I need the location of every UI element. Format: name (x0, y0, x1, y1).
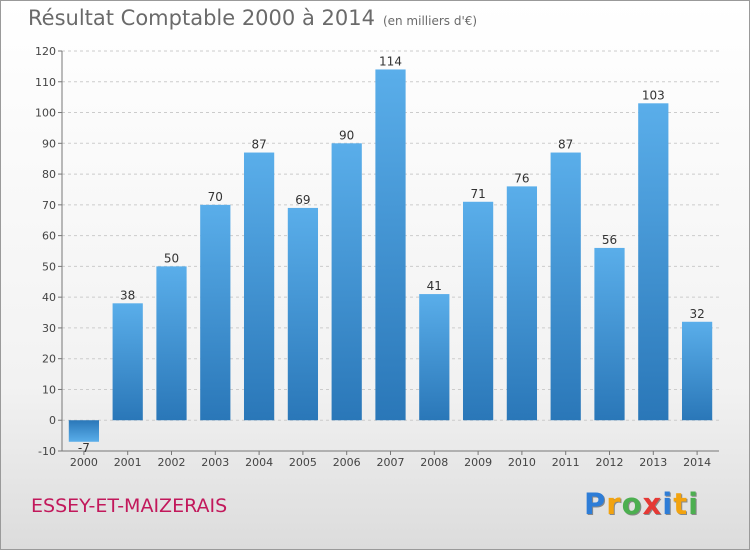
commune-name: ESSEY-ET-MAIZERAIS (31, 495, 228, 517)
bar-2008 (419, 294, 450, 421)
x-tick-label: 2007 (377, 456, 405, 469)
x-tick-label: 2002 (158, 456, 186, 469)
y-tick-label: 120 (35, 45, 56, 58)
data-label-2011: 87 (558, 138, 573, 152)
x-tick-label: 2001 (114, 456, 142, 469)
logo-letter: r (606, 487, 622, 521)
data-labels: -7 38 50 70 87 69 90 114 41 71 76 87 56 103 32 (78, 54, 705, 454)
data-label-2007: 114 (379, 54, 402, 68)
x-tick-label: 2012 (596, 456, 624, 469)
logo-letter: P (584, 487, 607, 521)
logo-letter: i (688, 487, 700, 521)
x-tick-label: 2010 (508, 456, 536, 469)
data-label-2014: 32 (689, 307, 704, 321)
bar-2000 (68, 420, 100, 442)
bar-2013 (638, 103, 669, 421)
bar-2003 (200, 204, 231, 421)
data-label-2010: 76 (514, 171, 529, 185)
data-label-2000: -7 (78, 441, 90, 455)
data-label-2006: 90 (339, 128, 354, 142)
x-tick-label: 2013 (639, 456, 667, 469)
y-tick-label: 10 (42, 383, 56, 396)
bar-2012 (594, 247, 625, 421)
logo-letter: x (642, 487, 663, 521)
logo-letter: t (673, 487, 689, 521)
x-tick-label: 2011 (552, 456, 580, 469)
y-tick-label: 70 (42, 199, 56, 212)
data-label-2002: 50 (164, 251, 179, 265)
data-label-2003: 70 (208, 190, 223, 204)
y-tick-label: 40 (42, 291, 56, 304)
x-tick-label: 2008 (420, 456, 448, 469)
x-tick-label: 2009 (464, 456, 492, 469)
bar-2014 (681, 321, 713, 421)
logo-letter: i (662, 487, 674, 521)
y-tick-label: 60 (42, 230, 56, 243)
bar-2006 (331, 143, 362, 421)
bar-2005 (287, 207, 319, 421)
y-tick-label: 110 (35, 76, 56, 89)
x-tick-label: 2006 (333, 456, 361, 469)
logo-letter: o (621, 487, 643, 521)
x-tick-label: 2003 (201, 456, 229, 469)
data-label-2005: 69 (295, 193, 310, 207)
y-tick-label: 20 (42, 353, 56, 366)
y-tick-label: -10 (38, 445, 56, 458)
bar-2010 (506, 186, 538, 421)
x-tick-label: 2005 (289, 456, 317, 469)
bar-2007 (375, 69, 406, 421)
x-tick-label: 2014 (683, 456, 711, 469)
bars (68, 69, 713, 442)
data-label-2001: 38 (120, 288, 135, 302)
x-tick-label: 2000 (70, 456, 98, 469)
x-tick-label: 2004 (245, 456, 273, 469)
chart-title: Résultat Comptable 2000 à 2014 (en millie… (28, 6, 477, 30)
data-label-2004: 87 (251, 138, 266, 152)
chart-title-text: Résultat Comptable 2000 à 2014 (28, 6, 375, 30)
y-tick-label: 100 (35, 107, 56, 120)
y-tick-label: 0 (49, 414, 56, 427)
data-label-2009: 71 (470, 187, 485, 201)
y-tick-label: 30 (42, 322, 56, 335)
bar-2009 (462, 201, 494, 421)
proxiti-logo[interactable]: Proxiti (584, 487, 699, 521)
chart-subtitle: (en milliers d'€) (382, 14, 478, 28)
axes: -10 0 10 20 30 40 50 60 70 80 90 100 110 120 2000 2001 2… (35, 45, 719, 469)
data-label-2013: 103 (642, 88, 665, 102)
y-tick-label: 90 (42, 137, 56, 150)
data-label-2012: 56 (602, 233, 617, 247)
y-tick-label: 50 (42, 260, 56, 273)
y-tick-label: 80 (42, 168, 56, 181)
bar-2004 (243, 152, 275, 421)
bar-2002 (156, 266, 187, 421)
data-label-2008: 41 (427, 279, 442, 293)
bar-2001 (112, 303, 143, 421)
bar-2011 (550, 152, 581, 421)
